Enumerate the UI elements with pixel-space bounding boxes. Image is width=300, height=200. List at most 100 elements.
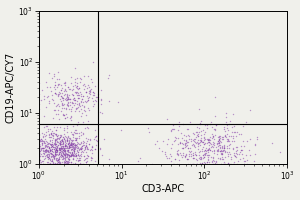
Point: [63, 80, 68, 84]
Point: [223, 150, 227, 153]
Point: [183, 145, 188, 148]
Point: [70, 162, 75, 165]
Point: [64, 139, 69, 142]
Point: [85, 147, 90, 150]
Point: [195, 142, 200, 145]
Point: [218, 140, 222, 143]
Point: [76, 132, 81, 135]
Point: [99, 103, 103, 106]
Point: [58, 139, 62, 142]
Point: [56, 160, 61, 164]
Point: [69, 130, 74, 133]
Point: [192, 162, 197, 165]
Point: [63, 97, 68, 100]
Point: [57, 142, 62, 145]
Point: [51, 142, 56, 145]
Point: [36, 162, 41, 165]
Point: [230, 130, 235, 133]
Point: [206, 149, 210, 152]
Point: [57, 150, 62, 153]
Point: [53, 157, 58, 160]
Point: [222, 134, 227, 137]
Point: [79, 77, 83, 81]
Point: [83, 101, 88, 104]
Point: [198, 138, 203, 141]
Point: [243, 160, 248, 163]
Point: [55, 148, 59, 151]
Point: [86, 96, 91, 99]
Point: [116, 100, 120, 103]
Point: [82, 104, 87, 107]
Point: [178, 141, 183, 144]
Point: [232, 162, 237, 165]
Point: [171, 162, 176, 165]
Point: [74, 137, 78, 140]
Point: [76, 150, 80, 153]
Point: [72, 97, 77, 100]
Point: [54, 149, 58, 152]
Point: [93, 98, 98, 102]
Point: [56, 162, 61, 165]
Point: [211, 145, 215, 148]
Point: [210, 134, 215, 138]
Point: [149, 162, 154, 165]
Point: [181, 142, 185, 145]
Point: [49, 76, 54, 79]
Point: [73, 154, 77, 157]
Point: [235, 162, 239, 165]
Point: [37, 151, 41, 154]
Point: [69, 153, 74, 156]
Point: [106, 74, 111, 77]
Point: [48, 132, 53, 136]
Point: [225, 151, 230, 154]
Point: [62, 88, 67, 91]
Point: [54, 133, 58, 136]
Point: [192, 145, 197, 149]
Point: [51, 162, 56, 165]
Point: [225, 132, 230, 135]
Point: [57, 78, 62, 81]
Point: [79, 108, 84, 111]
Point: [53, 154, 58, 157]
Point: [278, 150, 283, 153]
Point: [94, 134, 99, 137]
Point: [226, 153, 230, 156]
Point: [46, 162, 50, 165]
Point: [70, 162, 75, 165]
Point: [58, 162, 62, 165]
Point: [73, 162, 78, 165]
Point: [54, 125, 59, 128]
Point: [177, 159, 182, 162]
Point: [36, 162, 41, 165]
Point: [206, 149, 210, 152]
Point: [36, 162, 41, 165]
Point: [45, 157, 50, 160]
Point: [49, 153, 53, 156]
Point: [204, 160, 209, 163]
Point: [72, 138, 77, 141]
Point: [190, 154, 195, 157]
Point: [46, 156, 51, 160]
Point: [77, 80, 82, 84]
Point: [221, 148, 226, 152]
Point: [191, 132, 196, 135]
Point: [199, 136, 204, 139]
Point: [69, 142, 74, 145]
Point: [68, 153, 73, 157]
Point: [62, 156, 67, 159]
Point: [66, 103, 71, 106]
Point: [52, 162, 57, 165]
Point: [49, 135, 54, 138]
Point: [66, 138, 71, 142]
Point: [69, 115, 74, 119]
Point: [188, 120, 193, 124]
Point: [45, 85, 50, 88]
Point: [71, 144, 76, 147]
Point: [194, 162, 199, 165]
Point: [184, 157, 189, 160]
Point: [45, 161, 50, 164]
Point: [93, 148, 98, 151]
Point: [78, 146, 83, 149]
Point: [80, 83, 85, 86]
Point: [86, 126, 91, 129]
